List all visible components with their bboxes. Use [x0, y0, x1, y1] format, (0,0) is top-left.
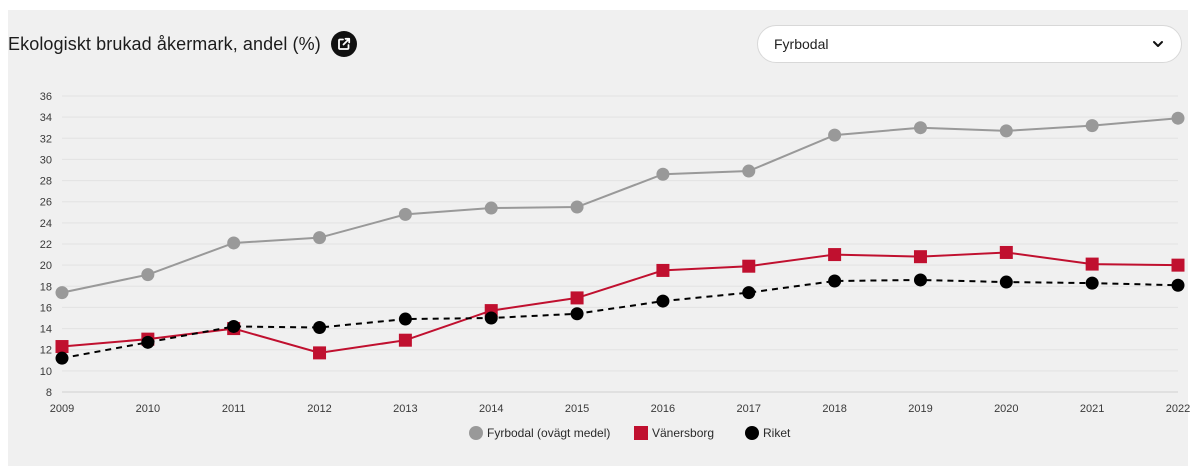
data-point: [656, 263, 670, 277]
data-point: [398, 207, 412, 221]
series-group: [55, 111, 1185, 365]
x-tick-label: 2013: [393, 403, 417, 415]
x-tick-label: 2015: [565, 403, 589, 415]
chart-panel: [8, 10, 1188, 466]
data-point: [1171, 258, 1185, 272]
x-tick-label: 2022: [1166, 403, 1190, 415]
data-point: [227, 319, 241, 333]
data-point: [1171, 278, 1185, 292]
y-tick-label: 20: [40, 260, 52, 272]
data-point: [656, 167, 670, 181]
chart-title: Ekologiskt brukad åkermark, andel (%): [8, 33, 321, 54]
data-point: [570, 291, 584, 305]
legend-marker: [745, 426, 759, 440]
y-tick-label: 10: [40, 366, 52, 378]
y-tick-label: 36: [40, 91, 52, 103]
y-tick-label: 34: [40, 112, 52, 124]
data-point: [484, 201, 498, 215]
x-tick-label: 2012: [307, 403, 331, 415]
data-point: [1085, 276, 1099, 290]
x-tick-label: 2014: [479, 403, 503, 415]
y-tick-label: 8: [46, 387, 52, 399]
data-point: [55, 340, 69, 354]
data-point: [1085, 119, 1099, 133]
data-point: [227, 236, 241, 250]
external-link-icon[interactable]: [330, 31, 357, 57]
legend-label: Vänersborg: [652, 426, 714, 440]
data-point: [55, 286, 69, 300]
series-line-2: [61, 278, 1179, 360]
data-point: [1171, 111, 1185, 125]
y-tick-label: 22: [40, 239, 52, 251]
data-point: [398, 333, 412, 347]
data-point: [570, 307, 584, 321]
legend-label: Fyrbodal (ovägt medel): [487, 426, 610, 440]
data-point: [913, 273, 927, 287]
data-point: [55, 351, 69, 365]
data-point: [313, 231, 327, 245]
data-point: [999, 245, 1013, 259]
x-tick-label: 2016: [651, 403, 675, 415]
data-point: [999, 275, 1013, 289]
data-point: [313, 321, 327, 335]
y-tick-label: 12: [40, 345, 52, 357]
y-tick-label: 26: [40, 197, 52, 209]
x-tick-label: 2017: [737, 403, 761, 415]
data-point: [141, 335, 155, 349]
legend-marker: [469, 426, 483, 440]
data-point: [484, 311, 498, 325]
data-point: [570, 200, 584, 214]
x-axis-ticks: 2009 2010 2011 2012 2013 2014 2015 2016 2017 2018…: [50, 403, 1190, 415]
region-select[interactable]: Fyrbodal: [757, 25, 1182, 63]
data-point: [656, 294, 670, 308]
data-point: [999, 124, 1013, 138]
x-tick-label: 2018: [822, 403, 846, 415]
y-tick-label: 24: [40, 218, 52, 230]
x-tick-label: 2009: [50, 403, 74, 415]
data-point: [913, 121, 927, 135]
y-axis-ticks: 8 10 12 14 16 18 20 22 24 26 28 30 32 34 36: [40, 91, 52, 399]
data-point: [742, 259, 756, 273]
grid-lines: [62, 95, 1178, 393]
region-select-value: Fyrbodal: [774, 36, 829, 52]
y-tick-label: 14: [40, 324, 52, 336]
data-point: [141, 268, 155, 282]
y-tick-label: 32: [40, 133, 52, 145]
legend-marker: [634, 426, 648, 440]
series-line-0: [61, 117, 1179, 294]
data-point: [828, 128, 842, 142]
x-tick-label: 2021: [1080, 403, 1104, 415]
data-point: [828, 248, 842, 262]
y-tick-label: 30: [40, 154, 52, 166]
legend-label: Riket: [763, 426, 791, 440]
series-line-1: [61, 251, 1179, 354]
data-point: [828, 274, 842, 288]
x-tick-label: 2011: [222, 403, 246, 415]
y-tick-label: 18: [40, 281, 52, 293]
chart-header: Ekologiskt brukad åkermark, andel (%): [8, 30, 357, 58]
data-point: [398, 312, 412, 326]
data-point: [313, 346, 327, 360]
x-tick-label: 2020: [994, 403, 1018, 415]
x-tick-label: 2019: [908, 403, 932, 415]
data-point: [742, 164, 756, 178]
chevron-down-icon: [1153, 41, 1163, 47]
y-tick-label: 28: [40, 176, 52, 188]
data-point: [742, 286, 756, 300]
legend: Fyrbodal (ovägt medel) Vänersborg Riket: [469, 426, 791, 440]
x-tick-label: 2010: [136, 403, 160, 415]
data-point: [1085, 257, 1099, 271]
data-point: [913, 250, 927, 264]
y-tick-label: 16: [40, 302, 52, 314]
